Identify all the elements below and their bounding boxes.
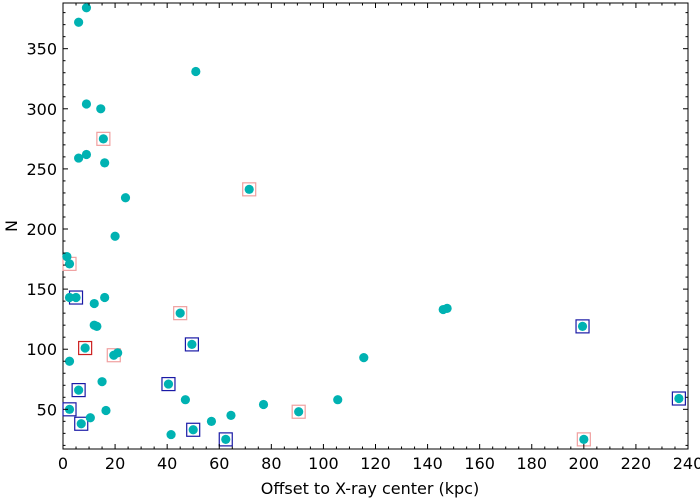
data-point: [359, 353, 369, 363]
data-point: [64, 356, 75, 366]
data-point: [244, 184, 254, 194]
data-point: [96, 104, 106, 114]
marker-box-blue: [74, 416, 89, 431]
data-point: [100, 158, 110, 168]
x-tick-label: 200: [569, 454, 600, 473]
marker-box-blue: [575, 319, 590, 334]
data-point: [191, 66, 201, 77]
data-point: [221, 434, 231, 444]
data-point: [579, 434, 589, 444]
data-point: [97, 377, 107, 387]
x-tick-label: 100: [308, 454, 339, 473]
x-tick-label: 40: [157, 454, 177, 473]
y-tick-label: 250: [26, 160, 57, 179]
data-point: [206, 416, 217, 426]
marker-box-red: [78, 340, 93, 356]
data-point: [81, 99, 92, 109]
data-point: [175, 308, 185, 318]
marker-box-pink: [96, 131, 111, 146]
y-tick-label: 300: [26, 100, 57, 119]
x-tick-label: 120: [360, 454, 391, 473]
data-point: [110, 231, 120, 241]
marker-box-blue: [218, 432, 233, 447]
data-point: [258, 399, 269, 410]
x-tick-label: 60: [209, 454, 229, 473]
data-point: [333, 395, 343, 405]
data-point: [74, 385, 84, 395]
x-tick-label: 160: [464, 454, 495, 473]
data-point: [166, 429, 176, 440]
y-tick-label: 200: [26, 220, 57, 239]
data-point: [62, 252, 72, 262]
data-point: [85, 413, 95, 423]
axis-ticks: 0 20 40 60 80 100 120 140 160 180 200 220 240 50 100 15…: [26, 3, 700, 473]
x-tick-label: 180: [516, 454, 547, 473]
data-point: [64, 292, 75, 303]
data-point: [442, 303, 452, 313]
plot-frame: [62, 2, 689, 450]
y-tick-label: 150: [26, 280, 57, 299]
x-tick-label: 0: [58, 454, 68, 473]
data-point: [76, 419, 86, 429]
data-point: [226, 410, 236, 420]
data-point: [71, 292, 81, 303]
marker-box-blue: [161, 376, 176, 392]
data-point: [674, 393, 684, 404]
marker-box-blue: [186, 422, 201, 437]
x-tick-label: 140: [412, 454, 443, 473]
marker-box-blue: [184, 337, 200, 352]
data-point: [81, 3, 92, 13]
x-tick-label: 220: [621, 454, 652, 473]
marker-box-pink: [291, 404, 306, 419]
data-point: [180, 395, 190, 405]
x-tick-label: 240: [673, 454, 700, 473]
y-axis-label: N: [2, 220, 21, 232]
data-point: [64, 404, 75, 414]
x-axis-label: Offset to X-ray center (kpc): [261, 479, 479, 498]
data-point: [92, 321, 102, 331]
data-point: [120, 193, 131, 203]
data-point: [100, 292, 110, 303]
data-point: [64, 259, 75, 269]
data-point: [294, 407, 304, 417]
data-point: [80, 343, 90, 353]
data-point: [81, 149, 92, 160]
y-tick-label: 100: [26, 340, 57, 359]
data-point: [187, 339, 197, 350]
data-point: [577, 321, 588, 331]
data-point: [163, 379, 174, 389]
marker-box-pink: [173, 306, 188, 321]
x-tick-label: 20: [105, 454, 125, 473]
data-point: [188, 425, 198, 435]
data-point: [109, 350, 119, 360]
data-point: [74, 153, 84, 163]
marker-box-pink: [242, 182, 257, 197]
marker-box-blue: [671, 391, 686, 406]
marker-box-blue: [71, 382, 86, 398]
y-tick-label: 50: [37, 400, 57, 419]
x-tick-label: 80: [261, 454, 281, 473]
data-point: [74, 17, 84, 27]
data-point: [98, 134, 108, 144]
data-point: [89, 298, 99, 309]
data-point: [101, 405, 111, 416]
y-tick-label: 350: [26, 40, 57, 59]
plot-area: [62, 2, 689, 450]
